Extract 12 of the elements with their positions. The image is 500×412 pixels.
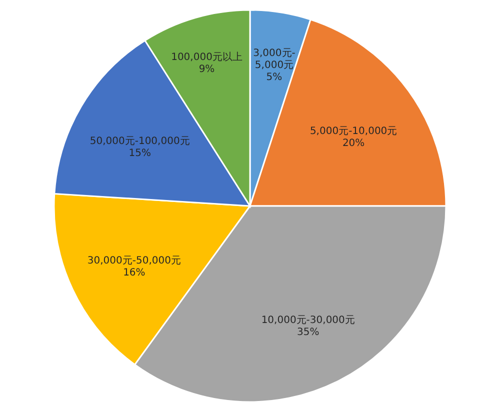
slice-label: 100,000元以上 xyxy=(171,51,242,64)
data-label: 5% xyxy=(266,72,282,83)
data-label: 9% xyxy=(198,64,215,76)
data-label: 20% xyxy=(342,138,365,149)
slice-label: 30,000元-50,000元 xyxy=(87,256,181,266)
slice-label: 5,000元-10,000元 xyxy=(310,126,398,137)
slice-label: 50,000元-100,000元 xyxy=(90,136,190,147)
data-label: 35% xyxy=(296,327,320,338)
slice-label: 10,000元-30,000元 xyxy=(261,315,355,326)
data-label: 15% xyxy=(128,148,151,159)
slice-label: 3,000元- 5,000元 xyxy=(253,48,296,71)
data-label: 16% xyxy=(123,268,146,278)
